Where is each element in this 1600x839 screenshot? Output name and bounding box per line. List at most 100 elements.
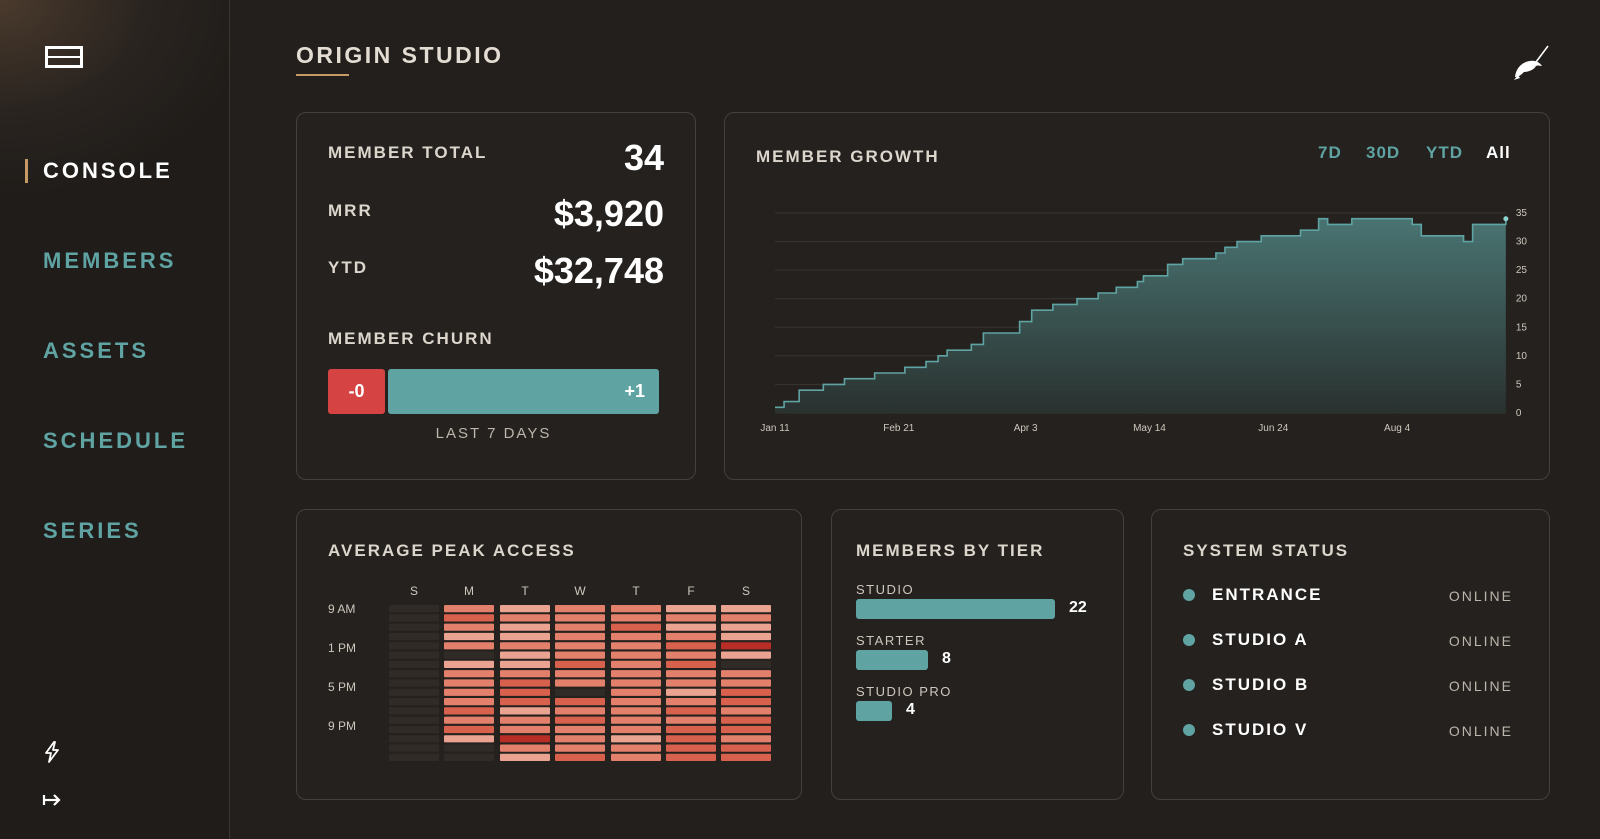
heatmap-cell (555, 707, 605, 715)
heatmap-cell (500, 744, 550, 752)
heatmap-cell (555, 679, 605, 687)
heatmap-cell (555, 744, 605, 752)
churn-positive-value: +1 (624, 381, 645, 401)
sidebar: CONSOLE MEMBERS ASSETS SCHEDULE SERIES (0, 0, 230, 839)
lightning-icon[interactable] (40, 740, 64, 764)
heatmap-cell (721, 623, 771, 631)
heatmap-time-label: 5 PM (328, 680, 357, 694)
heatmap-cell (500, 660, 550, 668)
heatmap-cell (500, 753, 550, 761)
range-ytd-button[interactable]: YTD (1426, 143, 1463, 162)
status-name-entrance: ENTRANCE (1212, 585, 1323, 604)
sidebar-item-members[interactable]: MEMBERS (43, 248, 177, 273)
status-state: ONLINE (1448, 588, 1513, 604)
heatmap-cell (611, 605, 661, 613)
range-7d-button[interactable]: 7D (1318, 143, 1342, 162)
tier-value-starter: 8 (942, 650, 951, 667)
heatmap-cell (555, 605, 605, 613)
peak-access-title: AVERAGE PEAK ACCESS (328, 541, 576, 560)
status-state: ONLINE (1448, 633, 1513, 649)
status-dot (1183, 634, 1195, 646)
y-tick-label: 20 (1516, 294, 1528, 305)
tier-label-studio: STUDIO (856, 582, 915, 597)
growth-end-point (1503, 216, 1509, 222)
y-tick-label: 30 (1516, 237, 1528, 248)
tier-label-studio-pro: STUDIO PRO (856, 684, 952, 699)
heatmap-cell (500, 716, 550, 724)
heatmap-cell (721, 660, 771, 668)
heatmap-cell (444, 632, 494, 641)
heatmap-cell (389, 614, 439, 622)
heatmap-cell (666, 660, 716, 668)
heatmap-cell (721, 725, 771, 734)
sidebar-item-series[interactable]: SERIES (43, 518, 142, 543)
heatmap-cell (666, 716, 716, 724)
heatmap-cell (389, 670, 439, 678)
member-churn-label: MEMBER CHURN (328, 329, 494, 348)
y-tick-label: 35 (1516, 208, 1528, 219)
tier-label-starter: STARTER (856, 633, 926, 648)
heatmap-cell (555, 614, 605, 622)
heatmap-day-label: T (632, 584, 640, 598)
system-status-card: SYSTEM STATUS ENTRANCE ONLINE STUDIO A O… (1151, 509, 1550, 800)
heatmap-cell (666, 744, 716, 752)
brand-logo-icon[interactable] (44, 44, 84, 70)
heatmap-cell (666, 670, 716, 678)
x-tick-label: Feb 21 (883, 423, 915, 434)
narwhal-logo-icon[interactable] (1510, 44, 1550, 84)
churn-period-caption: LAST 7 DAYS (435, 425, 552, 442)
heatmap-cell (389, 744, 439, 752)
heatmap-cell (611, 614, 661, 622)
heatmap-cell (444, 605, 494, 613)
heatmap-cell (666, 725, 716, 734)
tier-bar-studio (856, 599, 1055, 619)
tier-value-studio-pro: 4 (906, 701, 915, 718)
sign-out-icon[interactable] (40, 788, 64, 812)
heatmap-cell (611, 670, 661, 678)
heatmap-cell (389, 735, 439, 743)
x-tick-label: Jun 24 (1258, 423, 1288, 434)
heatmap-cell (721, 642, 771, 650)
heatmap-cell (666, 753, 716, 761)
heatmap-cell (500, 707, 550, 715)
heatmap-cell (389, 707, 439, 715)
heatmap-cell (721, 716, 771, 724)
heatmap-cell (389, 716, 439, 724)
status-name-studio-b: STUDIO B (1212, 675, 1310, 694)
heatmap-cell (444, 725, 494, 734)
heatmap-day-label: F (687, 584, 695, 598)
heatmap-cell (611, 623, 661, 631)
heatmap-cell (555, 716, 605, 724)
y-tick-label: 0 (1516, 408, 1522, 419)
heatmap-cell (721, 688, 771, 696)
stats-card: MEMBER TOTAL 34 MRR $3,920 YTD $32,748 M… (296, 112, 696, 480)
heatmap-cell (721, 679, 771, 687)
heatmap-cell (389, 688, 439, 696)
heatmap-cell (555, 623, 605, 631)
x-tick-label: Apr 3 (1014, 423, 1038, 434)
heatmap-cell (666, 605, 716, 613)
churn-negative-value: -0 (348, 381, 365, 401)
sidebar-item-console[interactable]: CONSOLE (43, 158, 173, 183)
heatmap-cell (555, 725, 605, 734)
peak-access-heatmap (389, 605, 771, 761)
tier-bar-studio-pro (856, 701, 892, 721)
sidebar-item-schedule[interactable]: SCHEDULE (43, 428, 189, 453)
title-underline (296, 74, 349, 76)
sidebar-item-assets[interactable]: ASSETS (43, 338, 150, 363)
heatmap-cell (500, 688, 550, 696)
heatmap-cell (389, 632, 439, 641)
heatmap-cell (611, 735, 661, 743)
member-total-label: MEMBER TOTAL (328, 143, 488, 162)
heatmap-cell (666, 642, 716, 650)
heatmap-cell (721, 744, 771, 752)
heatmap-cell (444, 707, 494, 715)
heatmap-cell (500, 725, 550, 734)
heatmap-cell (721, 735, 771, 743)
range-all-button[interactable]: All (1486, 143, 1511, 162)
heatmap-cell (555, 698, 605, 706)
heatmap-cell (555, 632, 605, 641)
range-30d-button[interactable]: 30D (1366, 143, 1401, 162)
heatmap-cell (611, 725, 661, 734)
heatmap-cell (500, 735, 550, 743)
